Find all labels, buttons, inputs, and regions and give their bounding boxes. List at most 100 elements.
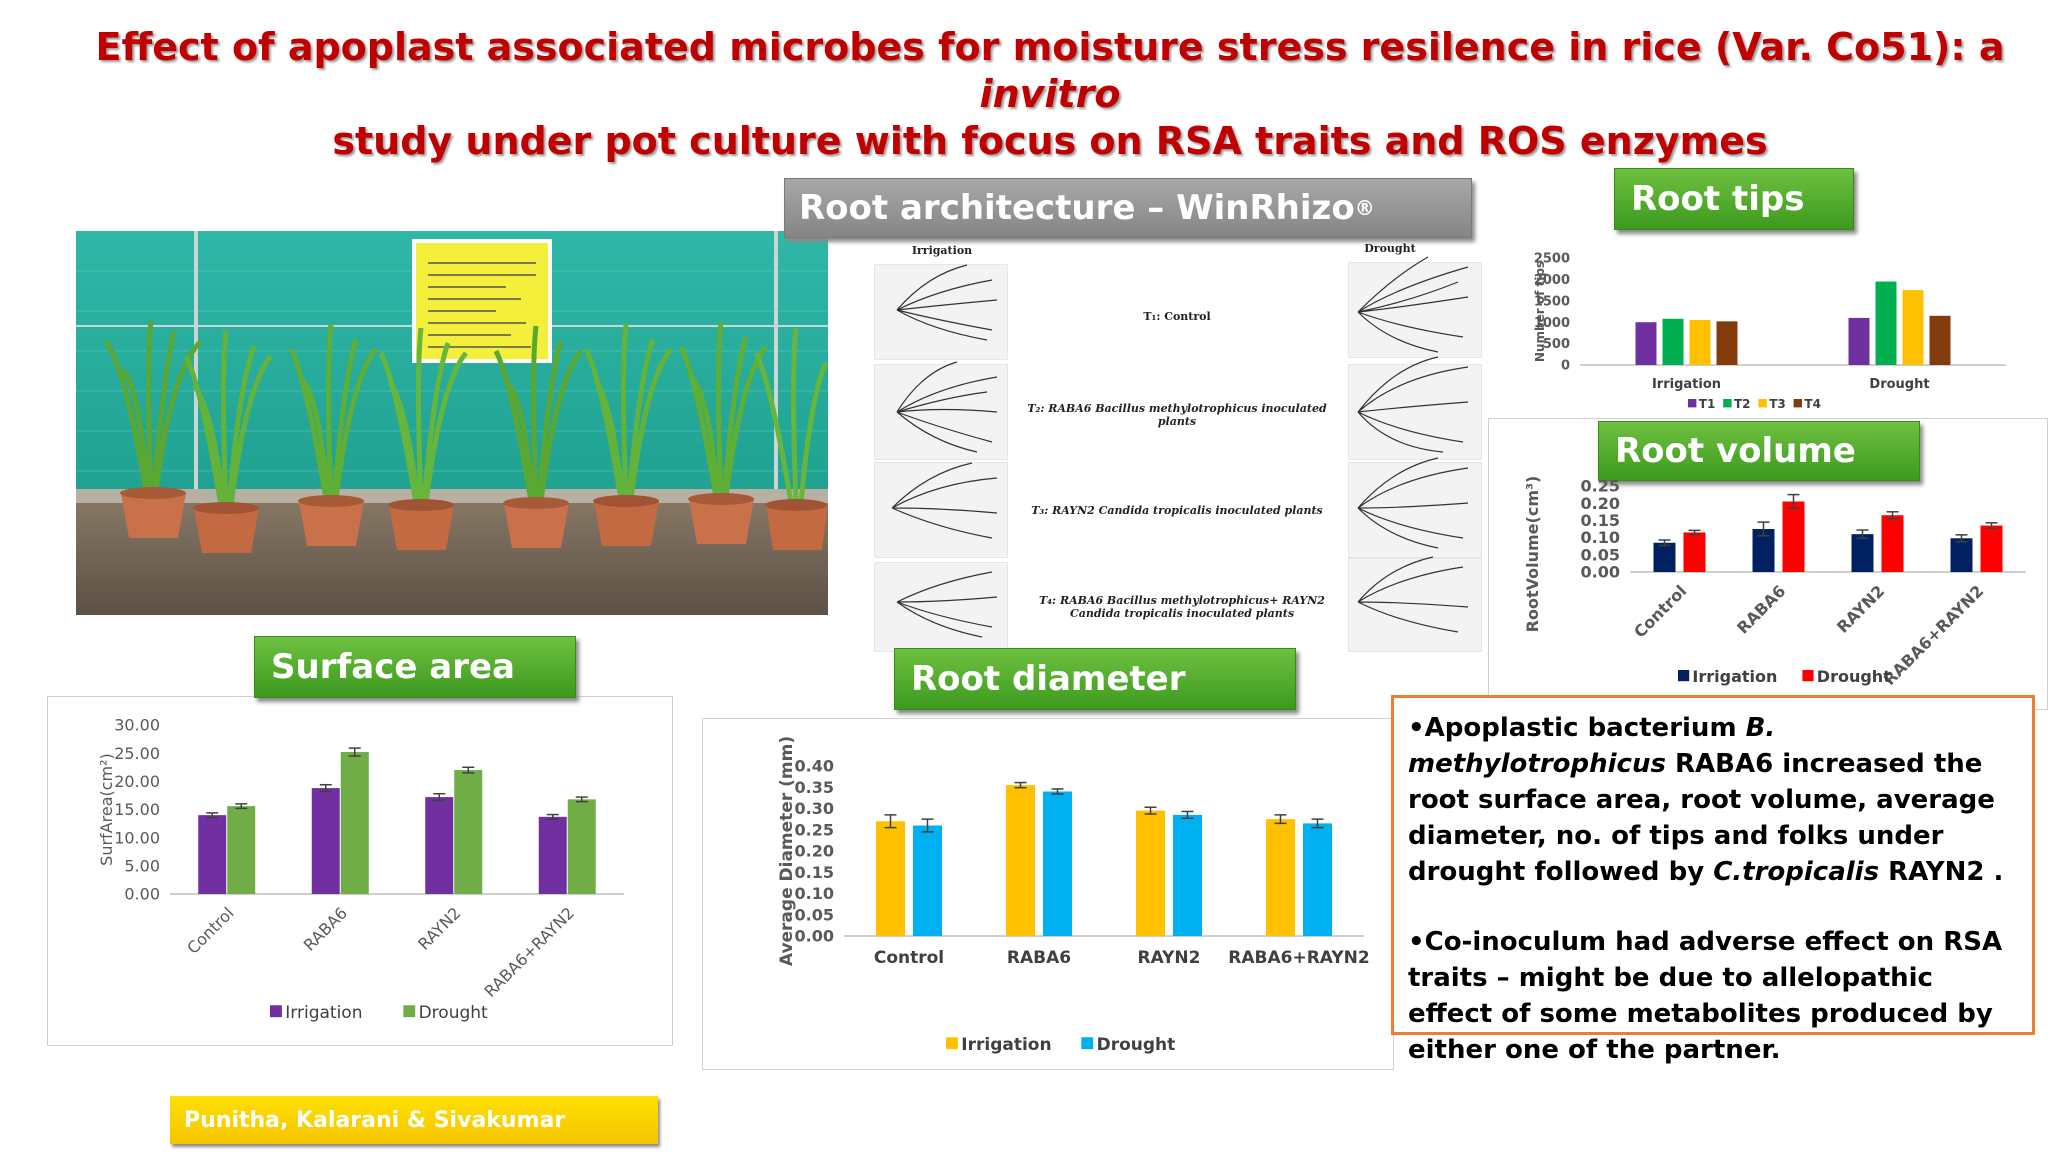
x-category-label: RABA6+RAYN2 — [1880, 581, 1988, 689]
root-architecture-label: Root architecture – WinRhizo ® — [784, 178, 1472, 238]
y-tick-label: 0.20 — [795, 842, 834, 861]
legend-label: Drought — [419, 1003, 488, 1023]
summary-point-2: •Co-inoculum had adverse effect on RSA t… — [1408, 927, 2003, 1065]
root-scan-panel: Irrigation Drought T₁: Control T₂: RABA6… — [872, 240, 1482, 652]
y-axis-title: RootVolume(cm³) — [1523, 476, 1542, 633]
pot-8 — [753, 327, 828, 550]
pot-1 — [103, 320, 203, 538]
bar-t1-drought — [1848, 317, 1870, 365]
y-tick-label: 1000 — [1534, 316, 1570, 331]
legend-swatch — [403, 1005, 416, 1018]
y-tick-label: 0.10 — [1581, 528, 1620, 547]
legend-swatch — [1802, 670, 1814, 682]
pot-7 — [678, 321, 768, 544]
scan-irrigation-t4 — [874, 562, 1008, 652]
legend-swatch — [1793, 399, 1802, 408]
bar-t1-irrigation — [1635, 322, 1657, 365]
legend-swatch — [1678, 670, 1690, 682]
y-tick-label: 15.00 — [114, 800, 160, 819]
y-tick-label: 0.40 — [795, 757, 834, 776]
scan-row-t3: T₃: RAYN2 Candida tropicalis inoculated … — [1031, 504, 1323, 517]
bar-irrigation-raba6-rayn2 — [1950, 538, 1973, 572]
bar-irrigation-control — [876, 821, 905, 936]
y-tick-label: 0.00 — [1581, 563, 1620, 582]
root-tips-label: Root tips — [1614, 168, 1854, 230]
bar-t3-irrigation — [1689, 320, 1711, 365]
title-line-2: study under pot culture with focus on RS… — [332, 119, 1768, 163]
y-axis-title: Average Diameter (mm) — [777, 736, 797, 966]
bar-irrigation-rayn2 — [425, 797, 454, 894]
title-line-1: Effect of apoplast associated microbes f… — [95, 25, 2005, 116]
y-tick-label: 0.20 — [1581, 494, 1620, 513]
bar-drought-raba6 — [1782, 501, 1805, 572]
bar-drought-rayn2 — [1173, 814, 1202, 936]
y-tick-label: 0.00 — [795, 927, 834, 946]
bar-drought-control — [1683, 532, 1706, 572]
y-tick-label: 20.00 — [114, 772, 160, 791]
legend-swatch — [1688, 399, 1697, 408]
y-tick-label: 2000 — [1534, 273, 1570, 288]
y-tick-label: 25.00 — [114, 744, 160, 763]
legend-label: Irrigation — [961, 1035, 1051, 1055]
legend-swatch — [1758, 399, 1767, 408]
bar-irrigation-raba6 — [1006, 785, 1035, 936]
y-tick-label: 0.05 — [1581, 545, 1620, 564]
scan-drought-t4 — [1348, 558, 1482, 652]
bar-drought-raba6-rayn2 — [567, 799, 596, 894]
bar-t2-drought — [1875, 281, 1897, 365]
y-tick-label: 0.00 — [124, 885, 160, 904]
bar-irrigation-raba6 — [311, 788, 340, 894]
y-tick-label: 0.10 — [795, 884, 834, 903]
x-category-label: RABA6+RAYN2 — [480, 903, 578, 1001]
authors-banner: Punitha, Kalarani & Sivakumar — [170, 1096, 658, 1144]
surface-area-chart: 0.00 5.00 10.00 15.00 20.00 25.00 30.00 SurfAre… — [97, 716, 624, 1023]
x-category-label: RAYN2 — [1833, 581, 1888, 636]
legend-swatch — [1081, 1037, 1094, 1050]
legend-label: Drought — [1097, 1035, 1176, 1055]
legend-label: T1 — [1699, 397, 1716, 411]
bar-drought-raba6-rayn2 — [1980, 525, 2003, 572]
x-category-label: RAYN2 — [414, 903, 464, 953]
y-tick-label: 1500 — [1534, 294, 1570, 309]
y-tick-label: 0.30 — [795, 799, 834, 818]
root-volume-chart: 0.000.050.100.150.200.25 RootVolume(cm³) C… — [1523, 476, 2026, 689]
y-tick-label: 500 — [1543, 337, 1570, 352]
bar-drought-control — [227, 806, 256, 894]
scan-row-t1: T₁: Control — [1143, 310, 1211, 323]
bar-irrigation-raba6-rayn2 — [538, 816, 567, 894]
pot-2 — [183, 330, 273, 553]
x-category-label: RABA6 — [300, 903, 351, 954]
pot-3 — [288, 323, 378, 546]
bar-t4-irrigation — [1716, 321, 1738, 365]
bar-t3-drought — [1902, 290, 1924, 365]
bar-t4-drought — [1929, 315, 1951, 365]
legend-label: Drought — [1817, 667, 1891, 686]
y-tick-label: 0.15 — [795, 863, 834, 882]
legend-label: Irrigation — [285, 1003, 362, 1023]
legend-swatch — [270, 1005, 282, 1018]
summary-box: •Apoplastic bacterium B. methylotrophicu… — [1391, 695, 2035, 1065]
bar-irrigation-control — [1653, 542, 1676, 572]
bar-t2-irrigation — [1662, 318, 1684, 365]
bar-drought-rayn2 — [1881, 515, 1904, 572]
root-diameter-label: Root diameter — [894, 648, 1296, 710]
bar-drought-rayn2 — [454, 770, 483, 894]
scan-irrigation-t2 — [874, 364, 1008, 460]
bar-irrigation-raba6-rayn2 — [1266, 819, 1295, 936]
x-category-label: RAYN2 — [1138, 948, 1201, 968]
bar-irrigation-rayn2 — [1851, 534, 1874, 572]
greenhouse-photo — [76, 231, 828, 615]
legend-label: T3 — [1769, 397, 1786, 411]
y-tick-label: 0.15 — [1581, 511, 1620, 530]
scan-row-t4: T₄: RABA6 Bacillus methylotrophicus+ RAY… — [1039, 594, 1325, 620]
summary-point-1: •Apoplastic bacterium B. methylotrophicu… — [1408, 713, 2004, 887]
y-tick-label: 2500 — [1534, 252, 1570, 267]
y-tick-label: 0.35 — [795, 778, 834, 797]
legend-label: T4 — [1804, 397, 1821, 411]
scan-col-irrigation: Irrigation — [911, 244, 973, 257]
x-category-label: RABA6 — [1007, 948, 1071, 968]
legend-label: Irrigation — [1692, 667, 1777, 686]
y-axis-title: SurfArea(cm²) — [97, 753, 116, 866]
x-category-label: Control — [183, 903, 237, 957]
